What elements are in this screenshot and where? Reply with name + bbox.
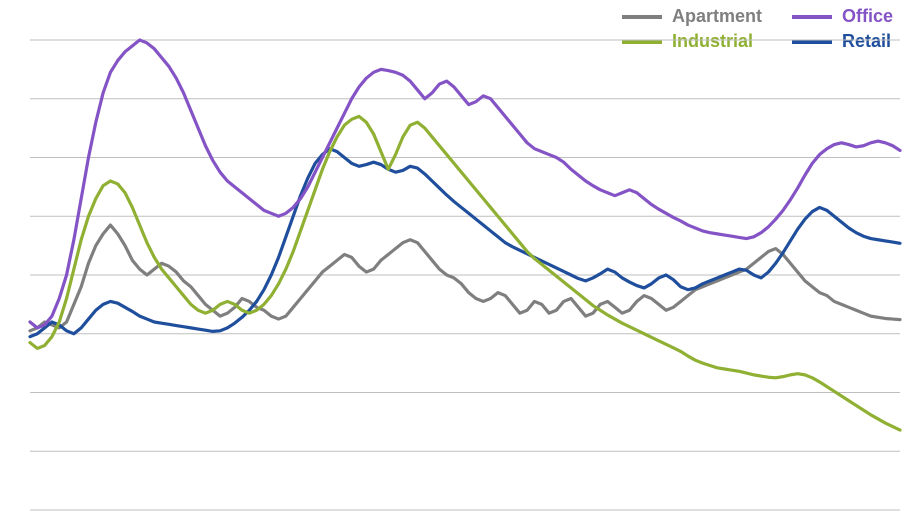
series-office bbox=[30, 40, 900, 328]
series-industrial bbox=[30, 116, 900, 430]
gridlines bbox=[30, 40, 900, 510]
line-chart: ApartmentOfficeIndustrialRetail bbox=[0, 0, 913, 526]
series-apartment bbox=[30, 225, 900, 331]
plot-area bbox=[0, 0, 913, 526]
